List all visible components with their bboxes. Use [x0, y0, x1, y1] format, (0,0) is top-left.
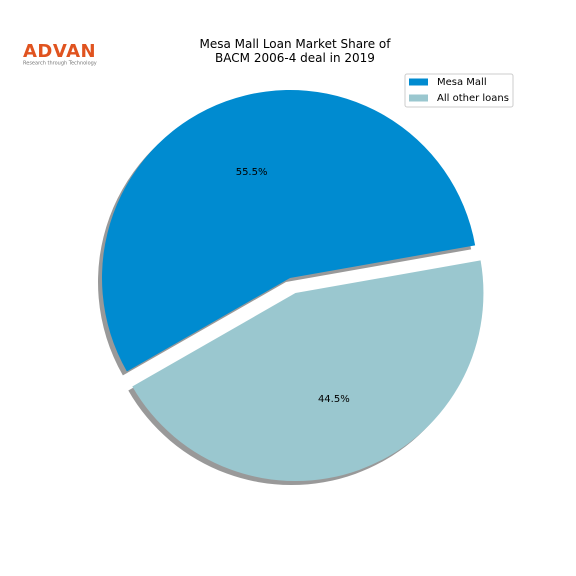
chart-title: Mesa Mall Loan Market Share of BACM 2006…: [199, 37, 391, 65]
legend-label: Mesa Mall: [437, 77, 487, 88]
value-label: 44.5%: [318, 394, 350, 405]
logo-tagline: Research through Technology: [23, 61, 97, 67]
legend-swatch: [409, 94, 428, 102]
legend-swatch: [409, 78, 428, 86]
legend-frame: [404, 73, 514, 108]
value-label: 55.5%: [236, 167, 268, 178]
wedge: [132, 260, 484, 482]
logo-name: ADVAN: [23, 41, 96, 62]
wedge: [101, 89, 476, 372]
legend: Mesa Mall All other loans: [404, 73, 514, 108]
legend-label: All other loans: [437, 93, 509, 104]
